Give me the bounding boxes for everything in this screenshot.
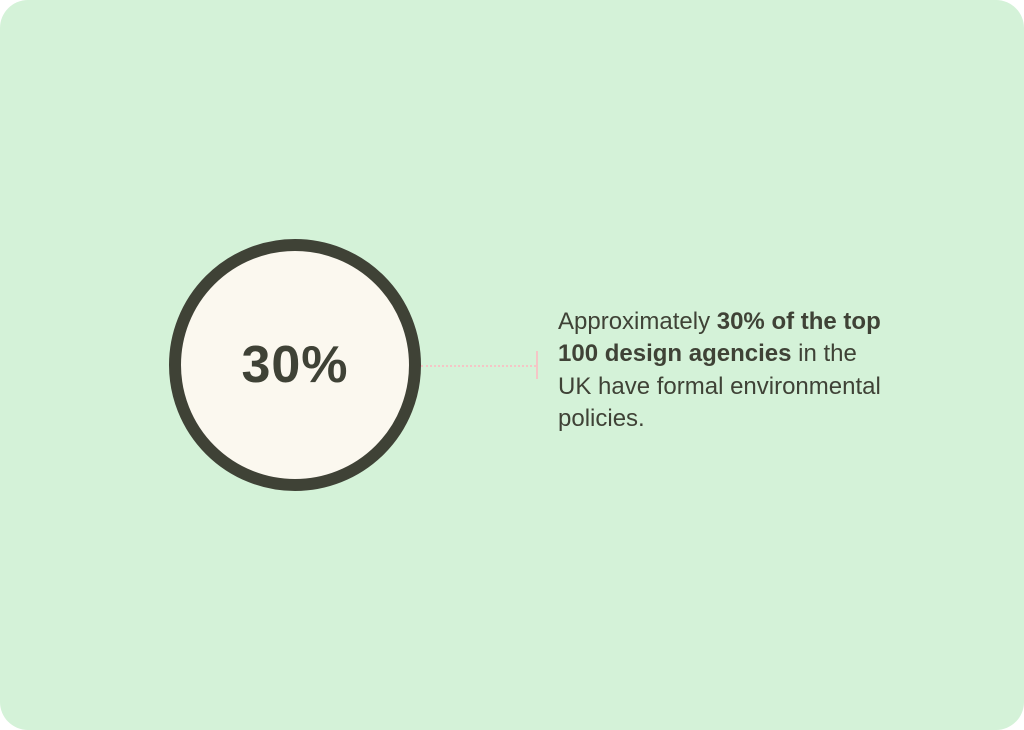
stat-circle-wrap: 30% xyxy=(169,239,421,491)
description-text: Approximately 30% of the top 100 design … xyxy=(558,306,888,436)
infographic-card: 30% Approximately 30% of the top 100 des… xyxy=(0,0,1024,730)
stat-value: 30% xyxy=(241,335,348,395)
stat-circle: 30% xyxy=(169,239,421,491)
description-before: Approximately xyxy=(558,308,717,335)
connector-cap xyxy=(536,351,538,379)
connector-line xyxy=(421,365,536,367)
